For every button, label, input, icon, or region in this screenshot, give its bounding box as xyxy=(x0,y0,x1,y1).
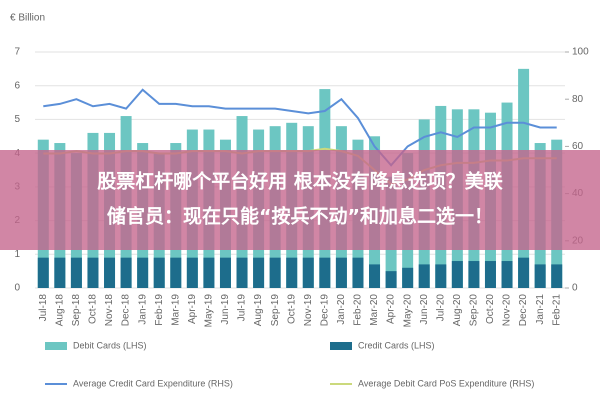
x-tick-label: Dec-18 xyxy=(121,294,132,327)
x-tick-label: Jun-19 xyxy=(220,294,231,325)
y-tick-label: 5 xyxy=(14,114,20,125)
y-tick-label: 6 xyxy=(14,80,20,91)
bar xyxy=(402,267,414,288)
x-tick-label: Oct-20 xyxy=(485,294,496,324)
x-tick-label: Jul-18 xyxy=(38,294,49,322)
x-tick-label: Feb-21 xyxy=(551,294,562,326)
x-tick-label: Sep-18 xyxy=(71,294,82,327)
x-tick-label: Nov-18 xyxy=(104,294,115,327)
bar xyxy=(319,257,331,288)
bar xyxy=(468,261,480,288)
x-tick-label: Jun-20 xyxy=(419,294,430,325)
bar xyxy=(352,257,364,288)
legend-label: Debit Cards (LHS) xyxy=(73,340,147,350)
bar xyxy=(120,257,132,288)
bar xyxy=(302,257,314,288)
y2-tick-label: 100 xyxy=(572,47,589,58)
bar xyxy=(186,257,198,288)
y2-tick-label: 80 xyxy=(572,94,584,105)
x-tick-label: Dec-20 xyxy=(518,294,529,327)
y2-tick-label: 60 xyxy=(572,141,584,152)
bar xyxy=(534,264,546,288)
bar xyxy=(37,257,49,288)
x-tick-label: May-20 xyxy=(402,294,413,328)
x-tick-label: Nov-19 xyxy=(303,294,314,327)
legend-swatch xyxy=(45,342,67,350)
bar xyxy=(335,257,347,288)
bar xyxy=(70,257,82,288)
line xyxy=(43,88,557,167)
legend-label: Average Debit Card PoS Expenditure (RHS) xyxy=(358,378,534,388)
x-tick-label: Jul-19 xyxy=(237,294,248,322)
y-tick-label: 1 xyxy=(14,249,20,260)
x-tick-label: Jan-21 xyxy=(535,294,546,325)
bar xyxy=(137,257,149,288)
legend-swatch xyxy=(330,342,352,350)
bar xyxy=(501,261,513,288)
banner-text: 储官员：现在只能“按兵不动”和加息二选一！ xyxy=(107,205,493,228)
x-tick-label: Feb-20 xyxy=(353,294,364,326)
y-tick-label: 7 xyxy=(14,47,20,58)
bar xyxy=(203,257,215,288)
x-tick-label: Aug-20 xyxy=(452,294,463,327)
y-axis-label: € Billion xyxy=(10,13,45,24)
x-tick-label: Jul-20 xyxy=(435,294,446,322)
bar xyxy=(385,271,397,288)
x-tick-label: Mar-19 xyxy=(170,294,181,326)
bar xyxy=(518,257,530,288)
bar xyxy=(236,257,248,288)
bar xyxy=(435,264,447,288)
legend-label: Credit Cards (LHS) xyxy=(358,340,435,350)
x-tick-label: Mar-20 xyxy=(369,294,380,326)
x-tick-label: Aug-19 xyxy=(253,294,264,327)
x-tick-label: Dec-19 xyxy=(319,294,330,327)
bar xyxy=(269,257,281,288)
x-tick-label: Apr-20 xyxy=(386,294,397,324)
x-tick-label: Feb-19 xyxy=(154,294,165,326)
bar xyxy=(253,257,265,288)
bar xyxy=(551,264,563,288)
bar xyxy=(104,257,116,288)
y2-tick-label: 0 xyxy=(572,283,578,294)
x-tick-label: Oct-19 xyxy=(286,294,297,324)
x-tick-label: Sep-19 xyxy=(270,294,281,327)
bar xyxy=(219,257,231,288)
banner-text: 股票杠杆哪个平台好用 根本没有降息选项？美联 xyxy=(97,170,503,193)
banner xyxy=(0,150,600,250)
bar xyxy=(418,264,430,288)
x-tick-label: Oct-18 xyxy=(88,294,99,324)
bar xyxy=(286,257,298,288)
x-tick-label: Sep-20 xyxy=(469,294,480,327)
bar xyxy=(54,257,66,288)
bar xyxy=(451,261,463,288)
x-tick-label: Aug-18 xyxy=(54,294,65,327)
x-tick-label: Apr-19 xyxy=(187,294,198,324)
legend-label: Average Credit Card Expenditure (RHS) xyxy=(73,378,233,388)
x-tick-label: Nov-20 xyxy=(502,294,513,327)
x-tick-label: Jan-19 xyxy=(137,294,148,325)
x-tick-label: May-19 xyxy=(204,294,215,328)
bar xyxy=(170,257,182,288)
bar xyxy=(87,257,99,288)
bar xyxy=(369,264,381,288)
y-tick-label: 0 xyxy=(14,283,20,294)
x-tick-label: Jan-20 xyxy=(336,294,347,325)
bar xyxy=(153,257,165,288)
bar xyxy=(484,261,496,288)
